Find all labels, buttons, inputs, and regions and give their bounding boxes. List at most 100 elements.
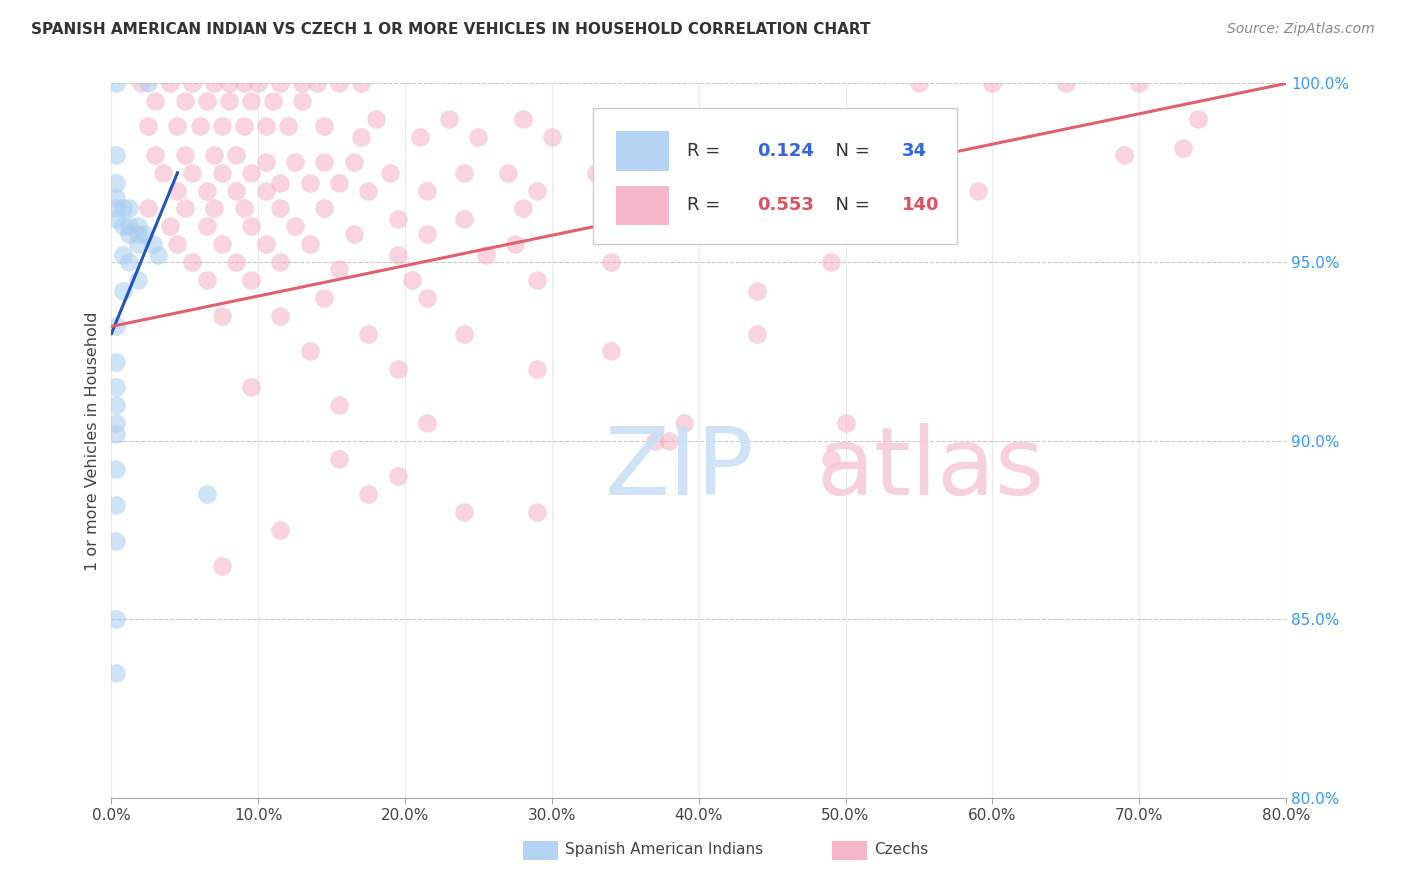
Y-axis label: 1 or more Vehicles in Household: 1 or more Vehicles in Household	[86, 311, 100, 571]
Point	[277, 120, 299, 134]
Point	[314, 202, 336, 216]
Point	[328, 177, 350, 191]
Point	[747, 284, 769, 298]
Point	[188, 120, 211, 134]
Point	[239, 219, 262, 234]
Point	[159, 77, 181, 91]
Point	[453, 166, 475, 180]
Point	[218, 95, 240, 109]
Point	[112, 219, 135, 234]
Point	[211, 120, 233, 134]
Point	[526, 273, 548, 287]
FancyBboxPatch shape	[593, 109, 957, 244]
Point	[387, 362, 409, 376]
Point	[195, 219, 218, 234]
Point	[343, 155, 366, 169]
Point	[112, 284, 135, 298]
Text: Czechs: Czechs	[875, 842, 928, 857]
Point	[136, 202, 159, 216]
Point	[104, 355, 127, 369]
Point	[475, 248, 498, 262]
Point	[232, 120, 254, 134]
Point	[202, 77, 225, 91]
Point	[314, 120, 336, 134]
Point	[104, 416, 127, 430]
Point	[195, 184, 218, 198]
Point	[262, 95, 284, 109]
Text: SPANISH AMERICAN INDIAN VS CZECH 1 OR MORE VEHICLES IN HOUSEHOLD CORRELATION CHA: SPANISH AMERICAN INDIAN VS CZECH 1 OR MO…	[31, 22, 870, 37]
Point	[104, 191, 127, 205]
Point	[387, 469, 409, 483]
Point	[118, 202, 141, 216]
Point	[453, 326, 475, 341]
Point	[112, 248, 135, 262]
Point	[141, 237, 163, 252]
Point	[136, 120, 159, 134]
Point	[298, 177, 321, 191]
Point	[541, 130, 564, 145]
Point	[181, 255, 204, 269]
Point	[599, 255, 621, 269]
Point	[225, 255, 247, 269]
Point	[496, 166, 519, 180]
Point	[1114, 148, 1136, 162]
Point	[173, 95, 195, 109]
Point	[202, 202, 225, 216]
Point	[747, 326, 769, 341]
Point	[305, 77, 328, 91]
Point	[658, 434, 681, 448]
Point	[401, 273, 423, 287]
Point	[1173, 141, 1195, 155]
Point	[416, 227, 439, 241]
Point	[380, 166, 402, 180]
Point	[129, 77, 152, 91]
Point	[416, 291, 439, 305]
Point	[118, 255, 141, 269]
Point	[127, 273, 149, 287]
Point	[298, 237, 321, 252]
Text: 0.124: 0.124	[758, 143, 814, 161]
Point	[166, 120, 188, 134]
Point	[104, 426, 127, 441]
Text: 34: 34	[901, 143, 927, 161]
Point	[526, 362, 548, 376]
Point	[247, 77, 270, 91]
Point	[218, 77, 240, 91]
Text: R =: R =	[688, 143, 725, 161]
Point	[387, 212, 409, 227]
Point	[387, 248, 409, 262]
Point	[512, 202, 534, 216]
Point	[127, 237, 149, 252]
Point	[364, 112, 387, 127]
Point	[328, 398, 350, 412]
Point	[269, 523, 291, 537]
Point	[232, 202, 254, 216]
Point	[254, 120, 277, 134]
Point	[908, 77, 931, 91]
Point	[702, 184, 724, 198]
Point	[112, 202, 135, 216]
Point	[211, 237, 233, 252]
Point	[173, 202, 195, 216]
Point	[254, 184, 277, 198]
Point	[357, 487, 380, 501]
Point	[145, 148, 167, 162]
Point	[820, 255, 842, 269]
Point	[672, 416, 695, 430]
Point	[104, 202, 127, 216]
Point	[104, 380, 127, 394]
FancyBboxPatch shape	[616, 131, 669, 170]
Point	[195, 273, 218, 287]
Point	[328, 77, 350, 91]
Point	[503, 237, 526, 252]
Point	[104, 612, 127, 626]
Point	[981, 77, 1004, 91]
Point	[437, 112, 460, 127]
Point	[195, 95, 218, 109]
Point	[104, 148, 127, 162]
Text: Source: ZipAtlas.com: Source: ZipAtlas.com	[1227, 22, 1375, 37]
Point	[269, 202, 291, 216]
Text: 140: 140	[901, 196, 939, 214]
Point	[166, 184, 188, 198]
Point	[127, 219, 149, 234]
